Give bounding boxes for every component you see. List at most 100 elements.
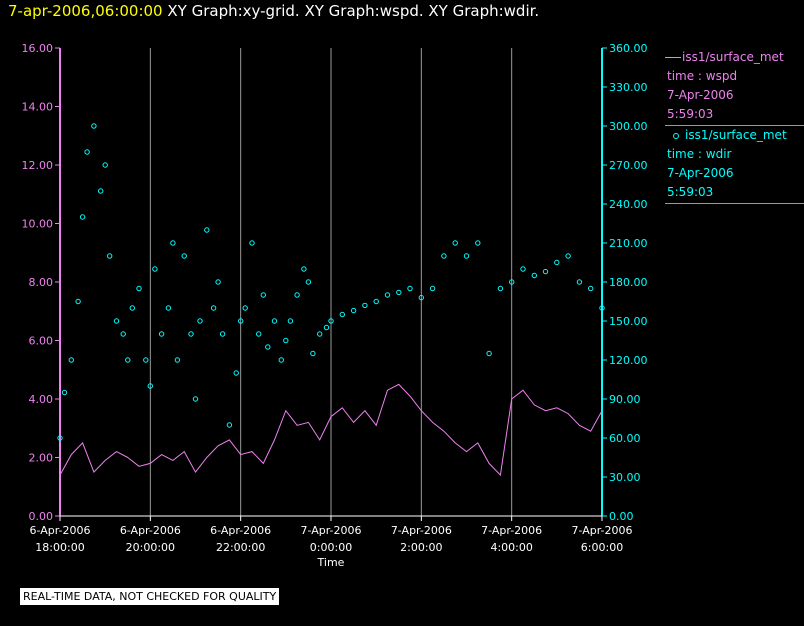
wdir-point [102, 162, 108, 168]
right-tick-label: 30.00 [609, 471, 641, 484]
wdir-point [219, 331, 226, 337]
window-title: 7-apr-2006,06:00:00 XY Graph:xy-grid. XY… [8, 2, 539, 20]
wdir-point [91, 123, 97, 129]
wdir-point [68, 357, 75, 363]
wspd-series-line [59, 383, 603, 477]
wdir-point [233, 370, 239, 376]
wdir-point [136, 285, 142, 292]
wdir-point [170, 240, 176, 246]
legend-dot-swatch [673, 132, 679, 139]
current-datetime: 7-apr-2006,06:00:00 [8, 2, 163, 20]
wdir-point [497, 285, 504, 292]
x-tick-date: 6-Apr-2006 [29, 524, 90, 537]
wdir-point [181, 253, 187, 259]
wdir-point [384, 292, 391, 298]
wdir-point [278, 357, 284, 363]
x-tick-time: 4:00:00 [490, 541, 532, 554]
wdir-point [576, 279, 583, 285]
wdir-point [542, 268, 549, 275]
wdir-point [475, 240, 481, 246]
x-tick-date: 6-Apr-2006 [120, 524, 181, 537]
left-tick-label: 6.00 [29, 335, 54, 348]
wdir-point [192, 396, 199, 402]
wdir-point [249, 240, 255, 246]
right-tick-label: 90.00 [609, 393, 641, 406]
x-tick-time: 22:00:00 [216, 541, 265, 554]
wdir-point [396, 289, 402, 296]
wdir-point [204, 227, 210, 233]
wdir-point [328, 318, 334, 324]
wdir-point [554, 259, 560, 266]
left-tick-label: 16.00 [22, 42, 54, 55]
legend-wspd-date: 7-Apr-2006 [667, 88, 734, 102]
left-tick-label: 8.00 [29, 276, 54, 289]
wdir-point [98, 188, 104, 194]
legend-wdir: iss1/surface_met time : wdir 7-Apr-2006 … [665, 126, 804, 204]
wdir-point [317, 331, 323, 337]
left-tick-label: 12.00 [22, 159, 54, 172]
legend-wspd: iss1/surface_met time : wspd 7-Apr-2006 … [665, 48, 804, 126]
wdir-point [565, 253, 571, 259]
wdir-point [373, 298, 379, 305]
right-tick-label: 0.00 [609, 510, 634, 523]
wdir-point [418, 294, 424, 301]
wdir-point [125, 357, 131, 363]
x-axis-title: Time [317, 556, 345, 569]
wdir-point [188, 331, 194, 337]
wdir-point [531, 272, 537, 279]
wdir-point [520, 266, 526, 272]
right-tick-label: 240.00 [609, 198, 648, 211]
x-tick-date: 6-Apr-2006 [210, 524, 271, 537]
wdir-point [407, 285, 413, 292]
x-tick-time: 20:00:00 [126, 541, 175, 554]
wdir-point [271, 318, 278, 324]
graph-names: XY Graph:xy-grid. XY Graph:wspd. XY Grap… [162, 2, 540, 20]
left-tick-label: 0.00 [29, 510, 54, 523]
wdir-point [79, 214, 86, 220]
wdir-point [305, 279, 312, 285]
x-tick-date: 7-Apr-2006 [571, 524, 632, 537]
right-tick-label: 270.00 [609, 159, 648, 172]
wdir-point [256, 331, 262, 337]
wdir-point [75, 298, 81, 305]
wdir-point [441, 253, 447, 259]
legend: iss1/surface_met time : wspd 7-Apr-2006 … [665, 48, 804, 204]
wdir-point [265, 344, 271, 350]
x-tick-time: 0:00:00 [310, 541, 352, 554]
legend-wspd-name: iss1/surface_met [682, 50, 784, 64]
legend-wspd-field: time : wspd [667, 69, 738, 83]
wdir-point [323, 324, 330, 331]
left-y-axis: 0.00 2.00 4.00 6.00 8.00 10.00 12.00 14.00 16.00 [22, 42, 61, 523]
wdir-point [310, 350, 316, 357]
wdir-series-points [57, 123, 605, 441]
wdir-point [350, 307, 357, 314]
wdir-point [84, 149, 90, 155]
wdir-point [452, 240, 458, 246]
left-tick-label: 10.00 [22, 218, 54, 231]
x-tick-time: 2:00:00 [400, 541, 442, 554]
right-tick-label: 300.00 [609, 120, 648, 133]
wdir-point [362, 302, 368, 309]
left-tick-label: 2.00 [29, 452, 54, 465]
wdir-point [210, 305, 217, 311]
wdir-point [238, 318, 244, 324]
wdir-point [339, 311, 345, 318]
x-tick-date: 7-Apr-2006 [300, 524, 361, 537]
right-tick-label: 60.00 [609, 432, 641, 445]
wdir-point [226, 422, 233, 428]
left-tick-label: 14.00 [22, 101, 54, 114]
wdir-point [283, 337, 289, 344]
wdir-point [588, 285, 594, 292]
wdir-point [215, 279, 221, 285]
wdir-point [143, 357, 149, 363]
right-tick-label: 120.00 [609, 354, 648, 367]
x-tick-time: 18:00:00 [35, 541, 84, 554]
wdir-point [158, 331, 165, 337]
wdir-point [301, 266, 307, 272]
wdir-point [61, 389, 68, 396]
wdir-point [294, 292, 300, 298]
wdir-point [113, 318, 120, 324]
right-tick-label: 210.00 [609, 237, 648, 250]
wdir-point [463, 253, 470, 259]
